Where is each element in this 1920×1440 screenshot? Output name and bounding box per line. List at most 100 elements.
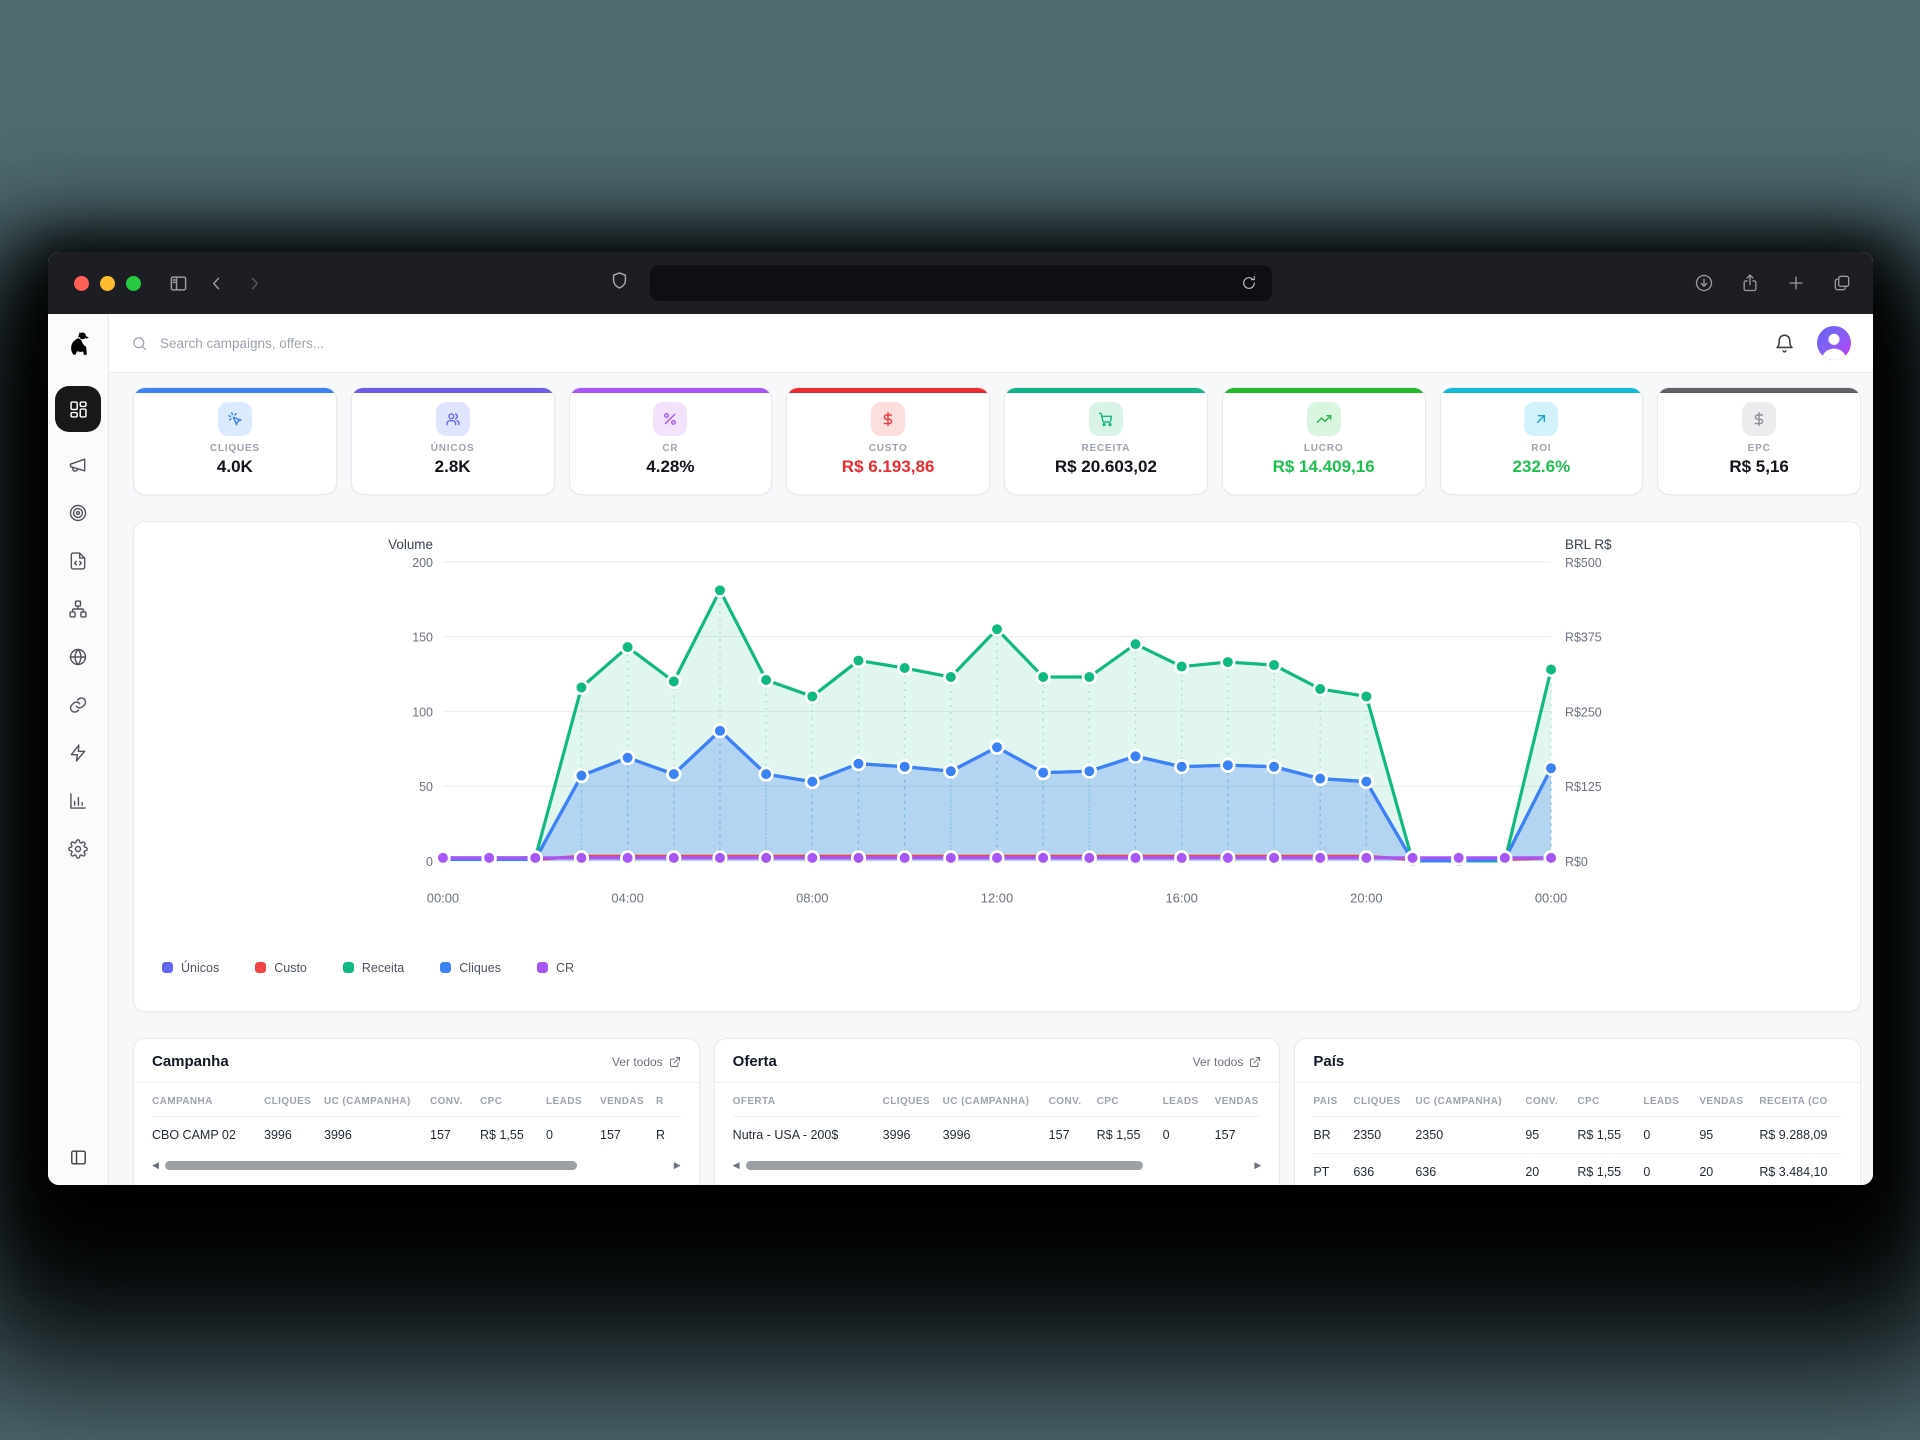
chevron-left-icon bbox=[212, 277, 219, 289]
close-window-button[interactable] bbox=[74, 275, 89, 291]
col-header: LEADS bbox=[546, 1096, 582, 1107]
sidebar-toggle-button[interactable] bbox=[163, 268, 193, 298]
scroll-left-arrow[interactable]: ◀ bbox=[152, 1160, 159, 1170]
downloads-button[interactable] bbox=[1689, 268, 1719, 298]
cell: 2350 bbox=[1415, 1128, 1444, 1142]
user-avatar[interactable] bbox=[1817, 326, 1851, 360]
left-axis-title: Volume bbox=[388, 537, 433, 552]
external-link-icon bbox=[1250, 1056, 1261, 1067]
svg-text:08:00: 08:00 bbox=[796, 891, 828, 906]
scroll-track[interactable] bbox=[164, 1161, 668, 1170]
kpi-label: CLIQUES bbox=[209, 443, 260, 454]
kpi-card-únicos: ÚNICOS 2.8K bbox=[350, 387, 555, 495]
ver-todos-link[interactable]: Ver todos bbox=[612, 1055, 681, 1069]
kpi-card-lucro: LUCRO R$ 14.409,16 bbox=[1221, 387, 1426, 495]
notifications-button[interactable] bbox=[1774, 333, 1795, 354]
sidebar-item-domains[interactable] bbox=[59, 638, 97, 676]
kpi-accent-strip bbox=[351, 388, 554, 393]
cell: 3996 bbox=[942, 1128, 971, 1142]
scroll-thumb[interactable] bbox=[164, 1161, 578, 1170]
horizontal-scrollbar[interactable]: ◀ ▶ bbox=[732, 1153, 1262, 1170]
minimize-window-button[interactable] bbox=[100, 275, 115, 291]
app-header bbox=[109, 314, 1873, 373]
traffic-chart-card: Volume BRL R$ 200 150 100 50 0 R$500 R$375 R$250 R… bbox=[133, 521, 1861, 1012]
scroll-left-arrow[interactable]: ◀ bbox=[732, 1160, 740, 1170]
sidebar-item-campaigns[interactable] bbox=[59, 446, 97, 484]
sitemap-icon bbox=[69, 600, 87, 618]
sidebar-item-settings[interactable] bbox=[59, 830, 97, 868]
cell: R bbox=[656, 1128, 666, 1142]
cell: 0 bbox=[1643, 1165, 1651, 1179]
legend-item-cr[interactable]: CR bbox=[536, 960, 575, 975]
col-header: CPC bbox=[1577, 1096, 1600, 1107]
scroll-right-arrow[interactable]: ▶ bbox=[673, 1160, 681, 1170]
table-row: PT 636 636 20 R$ 1,55 0 20 R$ 3.484,10 bbox=[1313, 1153, 1843, 1185]
sidebar-item-reports[interactable] bbox=[59, 782, 97, 820]
panel-left-icon bbox=[70, 1150, 86, 1165]
target-icon bbox=[69, 504, 87, 522]
kpi-label: ÚNICOS bbox=[430, 443, 475, 454]
cell: 3996 bbox=[264, 1128, 292, 1142]
scroll-track[interactable] bbox=[745, 1161, 1249, 1170]
search-input[interactable] bbox=[158, 334, 582, 352]
external-link-icon bbox=[669, 1056, 680, 1067]
percent-icon bbox=[664, 413, 677, 425]
table-card-oferta: Oferta Ver todos OFERTA CLIQUES UC (CAMPAN… bbox=[713, 1038, 1281, 1185]
kpi-value: R$ 20.603,02 bbox=[1054, 457, 1157, 476]
kpi-label: ROI bbox=[1531, 443, 1552, 454]
global-search[interactable] bbox=[131, 334, 1774, 352]
app-logo[interactable] bbox=[48, 314, 108, 372]
zap-icon bbox=[70, 744, 86, 762]
kpi-card-receita: RECEITA R$ 20.603,02 bbox=[1004, 387, 1208, 495]
zoom-window-button[interactable] bbox=[126, 275, 141, 291]
svg-text:12:00: 12:00 bbox=[981, 891, 1013, 906]
cell: 157 bbox=[600, 1128, 621, 1142]
download-icon bbox=[1695, 274, 1713, 292]
new-tab-button[interactable] bbox=[1781, 268, 1811, 298]
sidebar-item-dashboard[interactable] bbox=[55, 386, 101, 432]
sidebar-item-offers[interactable] bbox=[59, 494, 97, 532]
legend-swatch bbox=[536, 962, 548, 974]
dollar-icon bbox=[883, 411, 893, 427]
dog-logo-icon bbox=[65, 330, 92, 357]
col-header: PAÍS bbox=[1313, 1096, 1338, 1107]
col-header: CAMPANHA bbox=[152, 1096, 213, 1107]
ver-todos-label: Ver todos bbox=[1192, 1054, 1244, 1069]
sidebar-item-flows[interactable] bbox=[59, 590, 97, 628]
tab-overview-button[interactable] bbox=[1827, 268, 1857, 298]
col-header: UC (CAMPANHA) bbox=[942, 1096, 1030, 1107]
sidebar-collapse-button[interactable] bbox=[69, 1148, 88, 1185]
col-header: CLIQUES bbox=[1353, 1096, 1401, 1107]
legend-item-receita[interactable]: Receita bbox=[342, 960, 405, 975]
col-header: R bbox=[656, 1096, 664, 1107]
sidebar-item-landing-pages[interactable] bbox=[59, 542, 97, 580]
forward-button[interactable] bbox=[239, 268, 269, 298]
col-header: UC (CAMPANHA) bbox=[1415, 1096, 1503, 1107]
legend-item-únicos[interactable]: Únicos bbox=[162, 961, 219, 975]
kpi-accent-strip bbox=[1658, 388, 1860, 393]
table-header-row: CAMPANHA CLIQUES UC (CAMPANHA) CONV. CPC LEAD… bbox=[152, 1083, 681, 1116]
legend-item-cliques[interactable]: Cliques bbox=[440, 961, 501, 975]
reload-button[interactable] bbox=[1234, 268, 1264, 298]
chart-legend: Únicos Custo Receita Cliques CR bbox=[134, 955, 1860, 975]
sidebar-item-automation[interactable] bbox=[59, 734, 97, 772]
url-input[interactable] bbox=[649, 265, 1234, 301]
legend-item-custo[interactable]: Custo bbox=[255, 961, 307, 975]
kpi-accent-strip bbox=[1222, 388, 1425, 393]
back-button[interactable] bbox=[201, 268, 231, 298]
legend-label: Receita bbox=[361, 960, 405, 975]
sidebar-item-links[interactable] bbox=[59, 686, 97, 724]
horizontal-scrollbar[interactable]: ◀ ▶ bbox=[152, 1153, 681, 1170]
plus-icon bbox=[1789, 276, 1803, 290]
col-header: OFERTA bbox=[732, 1096, 776, 1107]
svg-text:R$500: R$500 bbox=[1565, 556, 1602, 570]
share-button[interactable] bbox=[1735, 268, 1765, 298]
ver-todos-link[interactable]: Ver todos bbox=[1193, 1055, 1262, 1069]
scroll-thumb[interactable] bbox=[745, 1161, 1143, 1170]
svg-text:16:00: 16:00 bbox=[1165, 891, 1197, 906]
scroll-right-arrow[interactable]: ▶ bbox=[1254, 1160, 1262, 1170]
panel-left-icon bbox=[69, 1148, 88, 1167]
legend-label: CR bbox=[555, 960, 575, 975]
globe-icon bbox=[69, 648, 87, 666]
url-bar[interactable] bbox=[649, 265, 1272, 301]
